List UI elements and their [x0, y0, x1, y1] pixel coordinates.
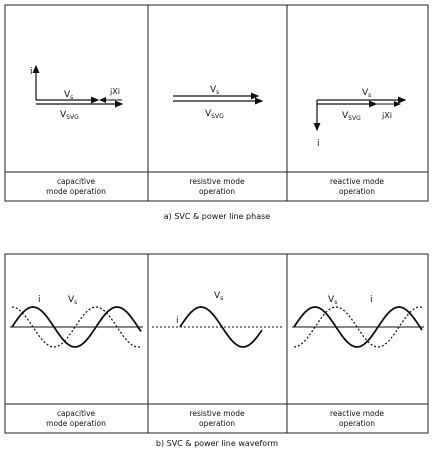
voltage-wave	[293, 306, 423, 348]
jxi-label: jXi	[109, 87, 120, 96]
phasor-resistive: Vs VSVG	[173, 85, 264, 120]
mode-label-capacitive-l1: capacitive	[57, 177, 96, 186]
waveform-capacitive: i Vs	[10, 295, 143, 348]
voltage-wave	[179, 306, 263, 348]
mode-label-reactive-l1: reactive mode	[330, 409, 384, 418]
vsvg-label: VSVG	[205, 109, 224, 120]
waveform-resistive: i Vs	[152, 291, 283, 348]
vs-label: Vs	[362, 88, 371, 99]
panel-b-caption: b) SVC & power line waveform	[156, 439, 278, 448]
vs-label: Vs	[214, 291, 223, 302]
mode-label-reactive-l1: reactive mode	[330, 177, 384, 186]
mode-label-resistive-l1: resistive mode	[189, 409, 245, 418]
waveform-reactive: Vs i	[292, 295, 424, 348]
mode-label-resistive-l2: operation	[199, 187, 235, 196]
panel-b-frame	[4, 253, 429, 434]
phasor-capacitive: i Vs jXi VSVG	[30, 64, 124, 121]
mode-label-reactive-l2: operation	[339, 419, 375, 428]
current-wave	[11, 306, 142, 348]
current-label: i	[176, 316, 179, 326]
mode-label-capacitive-l2: mode operation	[46, 187, 106, 196]
current-label: i	[38, 295, 41, 305]
vs-label: Vs	[328, 295, 337, 306]
mode-label-capacitive-l1: capacitive	[57, 409, 96, 418]
mode-label-resistive-l2: operation	[199, 419, 235, 428]
current-wave	[293, 306, 423, 348]
vs-label: Vs	[210, 85, 219, 96]
panel-a-caption: a) SVC & power line phase	[164, 212, 270, 221]
mode-label-resistive-l1: resistive mode	[189, 177, 245, 186]
voltage-wave	[11, 306, 142, 348]
current-label: i	[317, 139, 320, 149]
vs-label: Vs	[68, 295, 77, 306]
vsvg-label: VSVG	[342, 111, 361, 122]
panel-b: i Vs i Vs Vs i capacitive mode operation…	[4, 253, 429, 434]
vs-label: Vs	[64, 90, 73, 101]
mode-label-reactive-l2: operation	[339, 187, 375, 196]
panel-a-frame	[4, 4, 429, 202]
current-label: i	[370, 295, 373, 305]
panel-a: i Vs jXi VSVG Vs VSVG i Vs VSVG jXi	[4, 4, 429, 202]
jxi-label: jXi	[381, 111, 392, 120]
mode-label-capacitive-l2: mode operation	[46, 419, 106, 428]
current-label: i	[30, 67, 33, 77]
vsvg-label: VSVG	[60, 110, 79, 121]
phasor-reactive: i Vs VSVG jXi	[313, 88, 407, 149]
